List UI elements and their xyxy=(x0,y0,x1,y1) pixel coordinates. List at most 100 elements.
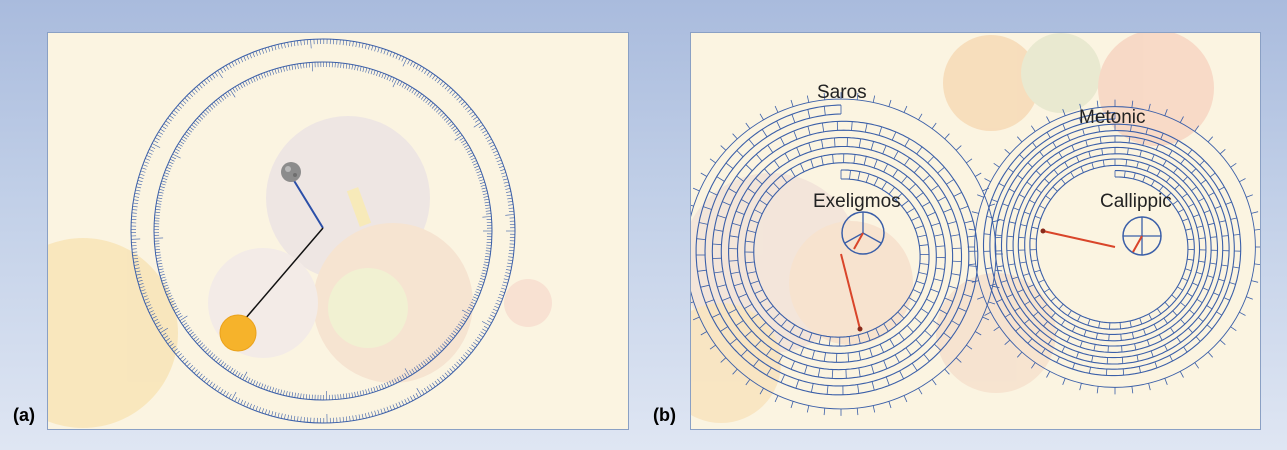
spiral-cell-divider xyxy=(1198,260,1205,263)
spiral-cell-divider xyxy=(1072,362,1076,370)
scale-tick xyxy=(229,89,236,98)
scale-tick xyxy=(153,318,159,322)
spiral-cell-divider xyxy=(1209,172,1216,178)
spiral-cell-divider xyxy=(1142,175,1146,183)
scale-tick xyxy=(142,164,148,167)
scale-tick xyxy=(198,373,203,378)
scale-tick xyxy=(370,69,373,75)
spiral-cell-divider xyxy=(899,370,904,379)
spiral-cell-divider xyxy=(729,235,739,238)
spiral-outer-tick xyxy=(931,122,937,129)
spiral-cell-divider xyxy=(728,188,737,194)
scale-tick xyxy=(482,193,488,195)
scale-tick xyxy=(410,61,413,66)
scale-tick xyxy=(140,289,146,292)
spiral-cell-divider xyxy=(1218,278,1225,282)
spiral-outer-tick xyxy=(759,113,764,121)
scale-tick xyxy=(157,265,163,268)
spiral-outer-tick xyxy=(1131,386,1134,394)
spiral-cell-divider xyxy=(1210,262,1217,265)
scale-tick xyxy=(487,138,492,142)
spiral-outer-tick xyxy=(1030,362,1036,369)
scale-tick xyxy=(380,48,383,54)
scale-tick xyxy=(168,297,174,301)
spiral-outer-tick xyxy=(974,172,982,177)
spiral-cell-divider xyxy=(780,137,785,146)
spiral-cell-divider xyxy=(834,137,836,147)
spiral-outer-tick xyxy=(995,236,1003,239)
callippic-dial xyxy=(1122,216,1162,256)
scale-tick xyxy=(274,68,277,74)
spiral-cell-divider xyxy=(736,150,744,158)
scale-tick xyxy=(349,416,351,422)
spiral-cell-divider xyxy=(765,348,772,356)
scale-tick xyxy=(370,387,373,393)
spiral-cell-divider xyxy=(791,114,796,123)
spiral-outer-tick xyxy=(955,145,962,151)
scale-tick xyxy=(198,342,204,347)
scale-tick xyxy=(452,127,458,132)
scale-tick xyxy=(175,350,180,355)
spiral-cell-divider xyxy=(1019,194,1025,198)
scale-tick xyxy=(470,157,476,161)
spiral-cell-divider xyxy=(1206,324,1213,330)
scale-tick xyxy=(368,68,370,74)
scale-tick xyxy=(409,87,413,92)
scale-tick xyxy=(297,63,299,69)
scale-tick xyxy=(504,275,510,278)
scale-tick xyxy=(469,347,474,351)
scale-tick xyxy=(401,374,405,380)
scale-tick xyxy=(173,348,178,352)
scale-tick xyxy=(460,356,466,361)
spiral-cell-divider xyxy=(858,367,861,377)
scale-tick xyxy=(439,376,444,381)
spiral-cell-divider xyxy=(1061,346,1066,353)
spiral-cell-divider xyxy=(937,196,946,202)
scale-tick xyxy=(179,102,185,107)
scale-tick xyxy=(429,102,434,107)
scale-tick xyxy=(496,299,502,303)
background-gear xyxy=(48,238,178,428)
scale-tick xyxy=(218,98,222,103)
scale-tick xyxy=(345,63,348,69)
scale-tick xyxy=(220,388,224,394)
scale-tick xyxy=(222,390,227,396)
scale-tick xyxy=(242,82,246,87)
spiral-cell-divider xyxy=(1050,312,1056,318)
background-gear xyxy=(1098,33,1214,146)
scale-tick xyxy=(479,278,485,281)
spiral-cell-divider xyxy=(1214,205,1221,209)
scale-tick xyxy=(508,207,514,209)
spiral-outer-tick xyxy=(992,219,1000,223)
spiral-cell-divider xyxy=(915,339,923,347)
scale-tick xyxy=(337,62,339,68)
scale-tick xyxy=(231,391,237,401)
spiral-cell-divider xyxy=(728,308,737,314)
scale-tick xyxy=(473,341,478,346)
scale-tick xyxy=(454,130,460,134)
scale-tick xyxy=(132,254,138,256)
spiral-cell-divider xyxy=(1041,348,1046,355)
scale-tick xyxy=(456,361,461,366)
scale-tick xyxy=(399,375,403,381)
scale-tick xyxy=(389,405,392,411)
spiral-cell-divider xyxy=(1203,210,1211,214)
scale-tick xyxy=(491,147,497,151)
scale-tick xyxy=(209,105,214,110)
spiral-outer-tick xyxy=(988,301,996,305)
spiral-cell-divider xyxy=(1221,235,1229,237)
scale-tick xyxy=(418,363,422,369)
scale-tick xyxy=(132,251,138,253)
spiral-cell-divider xyxy=(793,130,798,140)
spiral-cell-divider xyxy=(788,342,794,351)
background-gear xyxy=(789,221,913,345)
spiral-cell-divider xyxy=(828,336,831,346)
scale-tick xyxy=(488,317,494,321)
spiral-outer-tick xyxy=(1079,383,1082,391)
scale-tick xyxy=(186,362,191,367)
scale-tick xyxy=(506,194,512,197)
scale-tick xyxy=(252,404,255,410)
scale-tick xyxy=(147,152,153,155)
scale-tick xyxy=(508,253,514,255)
scale-tick xyxy=(484,198,490,201)
